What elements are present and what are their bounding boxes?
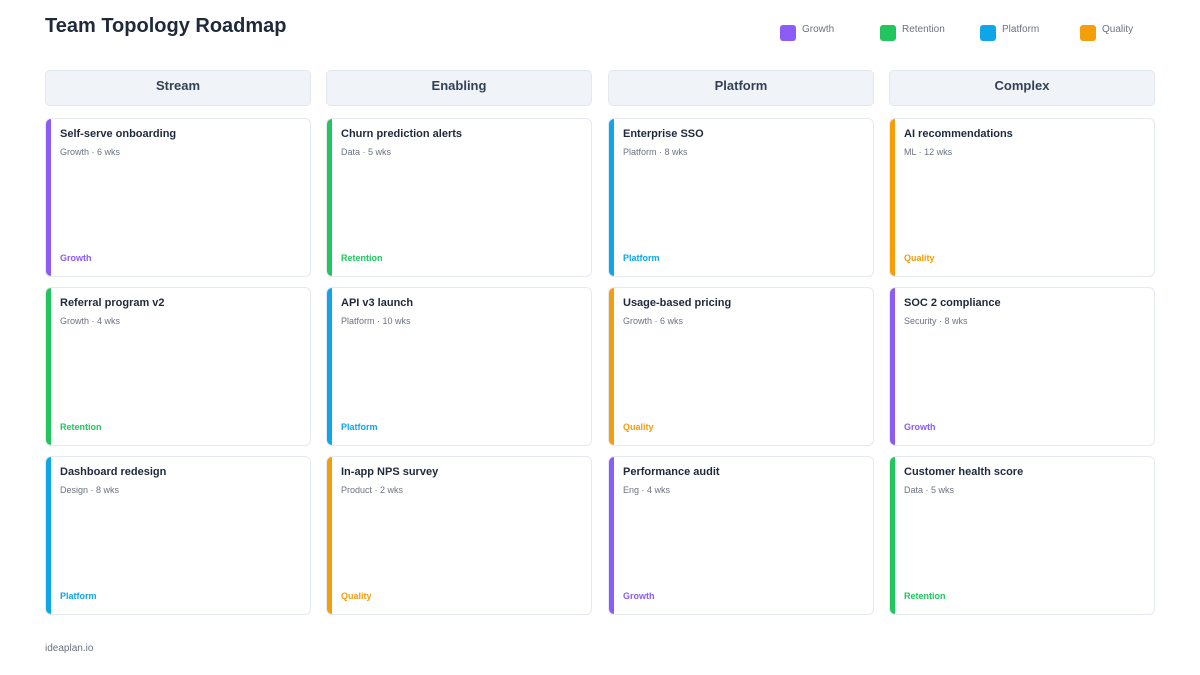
card-title: In-app NPS survey [341, 466, 439, 478]
category-bar [890, 288, 895, 445]
category-bar [46, 288, 51, 445]
card-title: Enterprise SSO [623, 128, 704, 140]
card-tag: Growth [904, 422, 936, 432]
column-header: Stream [45, 70, 311, 106]
legend-item-quality: Quality [1080, 24, 1133, 41]
legend-label: Growth [802, 24, 835, 35]
legend-item-platform: Platform [980, 24, 1039, 41]
category-bar [609, 457, 614, 614]
category-bar [327, 119, 332, 276]
card-tag: Quality [904, 253, 935, 263]
card-title: Self-serve onboarding [60, 128, 177, 140]
card-title: Referral program v2 [60, 297, 165, 309]
legend-item-retention: Retention [880, 24, 945, 41]
category-bar [46, 457, 51, 614]
column-header: Platform [608, 70, 874, 106]
retention-swatch-icon [880, 25, 896, 41]
card-title: SOC 2 compliance [904, 297, 1001, 309]
card-tag: Growth [623, 591, 655, 601]
card-title: API v3 launch [341, 297, 414, 309]
card-meta: ML · 12 wks [904, 147, 953, 157]
card-tag: Quality [341, 591, 372, 601]
card-title: AI recommendations [904, 128, 1013, 140]
legend-label: Platform [1002, 24, 1040, 35]
category-bar [609, 288, 614, 445]
card-tag: Platform [60, 591, 97, 601]
card-meta: Growth · 6 wks [623, 316, 684, 326]
roadmap-card[interactable]: Dashboard redesign Design · 8 wks Platfo… [45, 456, 311, 615]
card-title: Dashboard redesign [60, 466, 167, 478]
column-enabling: Enabling Churn prediction alerts Data · … [326, 70, 592, 615]
roadmap-card[interactable]: Referral program v2 Growth · 4 wks Reten… [45, 287, 311, 446]
category-bar [46, 119, 51, 276]
platform-swatch-icon [980, 25, 996, 41]
card-title: Churn prediction alerts [341, 128, 463, 140]
category-bar [609, 119, 614, 276]
category-bar [327, 288, 332, 445]
category-bar [890, 119, 895, 276]
card-meta: Product · 2 wks [341, 485, 404, 495]
card-title: Usage-based pricing [623, 297, 732, 309]
card-meta: Platform · 8 wks [623, 147, 688, 157]
card-tag: Retention [341, 253, 383, 263]
quality-swatch-icon [1080, 25, 1096, 41]
card-meta: Data · 5 wks [904, 485, 955, 495]
legend-label: Quality [1102, 24, 1134, 35]
legend-label: Retention [902, 24, 945, 35]
card-tag: Retention [904, 591, 946, 601]
roadmap-card[interactable]: Enterprise SSO Platform · 8 wks Platform [608, 118, 874, 277]
card-meta: Design · 8 wks [60, 485, 120, 495]
roadmap-card[interactable]: API v3 launch Platform · 10 wks Platform [326, 287, 592, 446]
card-tag: Platform [341, 422, 378, 432]
card-meta: Eng · 4 wks [623, 485, 671, 495]
roadmap-card[interactable]: Churn prediction alerts Data · 5 wks Ret… [326, 118, 592, 277]
roadmap-card[interactable]: Performance audit Eng · 4 wks Growth [608, 456, 874, 615]
footer-brand: ideaplan.io [45, 643, 94, 654]
column-header: Complex [889, 70, 1155, 106]
roadmap-card[interactable]: AI recommendations ML · 12 wks Quality [889, 118, 1155, 277]
card-meta: Data · 5 wks [341, 147, 392, 157]
roadmap-card[interactable]: Usage-based pricing Growth · 6 wks Quali… [608, 287, 874, 446]
roadmap-card[interactable]: Self-serve onboarding Growth · 6 wks Gro… [45, 118, 311, 277]
card-meta: Growth · 4 wks [60, 316, 121, 326]
legend-item-growth: Growth [780, 24, 834, 41]
column-header: Enabling [326, 70, 592, 106]
category-bar [890, 457, 895, 614]
card-title: Customer health score [904, 466, 1024, 478]
card-meta: Platform · 10 wks [341, 316, 411, 326]
roadmap-card[interactable]: In-app NPS survey Product · 2 wks Qualit… [326, 456, 592, 615]
column-platform: Platform Enterprise SSO Platform · 8 wks… [608, 70, 874, 615]
card-tag: Quality [623, 422, 654, 432]
card-meta: Security · 8 wks [904, 316, 968, 326]
growth-swatch-icon [780, 25, 796, 41]
card-title: Performance audit [623, 466, 720, 478]
page-title: Team Topology Roadmap [45, 15, 287, 37]
card-tag: Growth [60, 253, 92, 263]
category-bar [327, 457, 332, 614]
roadmap-card[interactable]: Customer health score Data · 5 wks Reten… [889, 456, 1155, 615]
column-stream: Stream Self-serve onboarding Growth · 6 … [45, 70, 311, 615]
roadmap-card[interactable]: SOC 2 compliance Security · 8 wks Growth [889, 287, 1155, 446]
card-tag: Platform [623, 253, 660, 263]
card-tag: Retention [60, 422, 102, 432]
column-complex: Complex AI recommendations ML · 12 wks Q… [889, 70, 1155, 615]
card-meta: Growth · 6 wks [60, 147, 121, 157]
